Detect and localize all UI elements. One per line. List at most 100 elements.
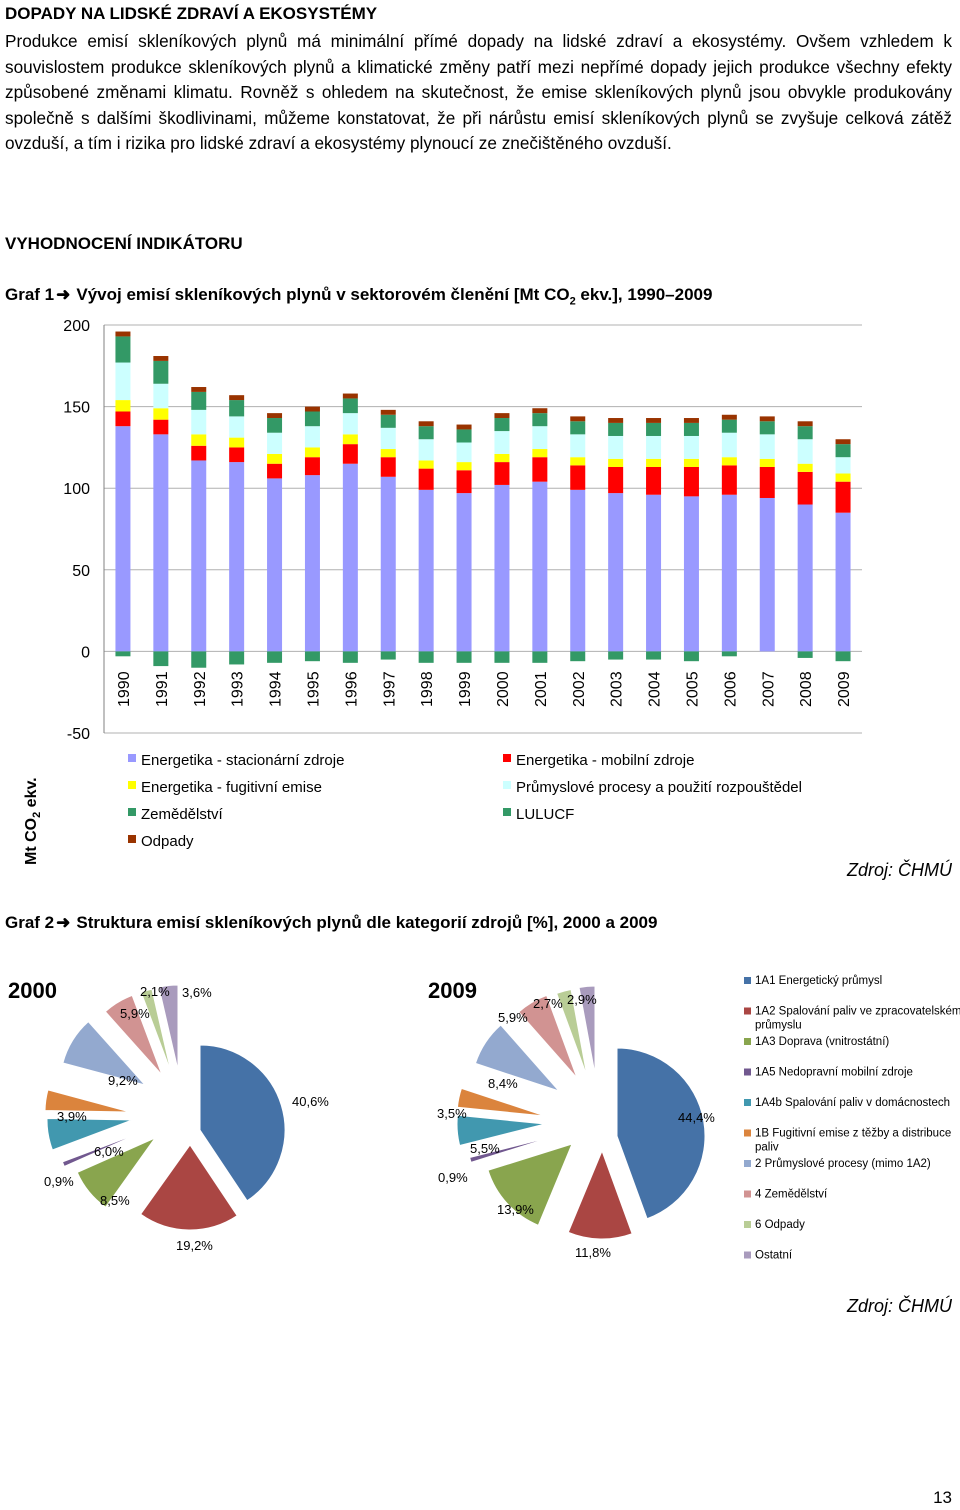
bar-segment xyxy=(267,413,283,419)
bar-segment xyxy=(683,466,699,497)
bar-segment xyxy=(191,409,207,435)
bar-segment xyxy=(418,439,434,461)
bar-segment xyxy=(115,651,131,657)
legend-label: Zemědělství xyxy=(141,806,224,823)
pie-2000-value-label: 6,0% xyxy=(94,1144,124,1159)
bar-segment xyxy=(342,463,358,652)
bar-segment xyxy=(418,651,434,663)
y-tick-label: 50 xyxy=(72,563,90,580)
graph2-title-text: Struktura emisí skleníkových plynů dle k… xyxy=(76,913,658,932)
pie-2000-slice xyxy=(44,1089,131,1113)
bar-segment xyxy=(115,400,131,412)
graph2-label: Graf 2 xyxy=(5,913,55,932)
bar-segment xyxy=(229,462,245,652)
pie-2009-slice xyxy=(487,1143,573,1226)
pie-2000-value-label: 5,9% xyxy=(120,1006,150,1021)
bar-segment xyxy=(608,466,624,494)
bar-segment xyxy=(267,432,283,454)
graph1-title-sub: 2 xyxy=(569,295,576,308)
bar-segment xyxy=(418,421,434,427)
bar-segment xyxy=(115,336,131,363)
bar-segment xyxy=(229,651,245,665)
bar-segment xyxy=(797,651,813,658)
pie-2000-value-label: 0,9% xyxy=(44,1174,74,1189)
bar-segment xyxy=(418,460,434,469)
bar-segment xyxy=(229,395,245,401)
bar-segment xyxy=(191,434,207,446)
pie-legend-label: 1A3 Doprava (vnitrostátní) xyxy=(755,1036,889,1048)
y-tick-label: 150 xyxy=(63,400,90,417)
bar-segment xyxy=(342,413,358,435)
bar-segment xyxy=(153,356,169,361)
pie-2009-slice xyxy=(456,1114,546,1147)
bar-segment xyxy=(797,426,813,440)
pie-legend-label: 1A4b Spalování paliv v domácnostech xyxy=(755,1097,950,1109)
bar-segment xyxy=(532,481,548,652)
pie-2009-value-label: 8,4% xyxy=(488,1076,518,1091)
bar-segment xyxy=(683,435,699,459)
pie-legend-swatch xyxy=(744,1129,751,1137)
pie-legend-swatch xyxy=(744,1221,751,1228)
section-title-evaluation: VYHODNOCENÍ INDIKÁTORU xyxy=(5,234,243,253)
pie-legend-label: 2 Průmyslové procesy (mimo 1A2) xyxy=(755,1158,931,1170)
legend-swatch xyxy=(128,781,136,789)
bar-segment xyxy=(380,427,396,450)
pie-2009-value-label: 0,9% xyxy=(438,1170,468,1185)
pie-2009-slice xyxy=(456,1087,546,1117)
pie-2009-value-label: 3,5% xyxy=(437,1106,467,1121)
bar-segment xyxy=(570,434,586,458)
bar-segment xyxy=(797,463,813,472)
pie-2000-value-label: 2,1% xyxy=(140,984,170,999)
arrow-right-icon: ➜ xyxy=(56,913,71,932)
bar-segment xyxy=(797,471,813,505)
pie-legend-swatch xyxy=(744,1251,751,1259)
section-title: DOPADY NA LIDSKÉ ZDRAVÍ A EKOSYSTÉMY xyxy=(5,4,378,23)
pie-2000-slice xyxy=(61,1131,143,1168)
legend-swatch xyxy=(503,754,511,762)
bar-segment xyxy=(456,651,472,663)
bar-segment xyxy=(646,458,662,467)
bar-segment xyxy=(191,445,207,461)
bar-segment xyxy=(683,422,699,436)
y-tick-label: 200 xyxy=(63,318,90,335)
bar-segment xyxy=(608,435,624,459)
x-tick-label: 2001 xyxy=(533,671,550,707)
pie-2009-slice xyxy=(578,985,596,1075)
legend-swatch xyxy=(128,808,136,816)
bar-segment xyxy=(115,411,131,427)
bar-segment xyxy=(570,651,586,662)
pie-legend-label: Ostatní xyxy=(755,1250,793,1262)
legend-label: Průmyslové procesy a použití rozpouštěde… xyxy=(516,779,802,796)
bar-segment xyxy=(835,512,851,652)
pie-2000-slice xyxy=(46,1118,133,1151)
page-number: 13 xyxy=(933,1488,952,1507)
bar-segment xyxy=(608,458,624,467)
bar-segment xyxy=(532,449,548,458)
pie-legend-swatch xyxy=(744,1190,751,1198)
pie-legend-label: 1A1 Energetický průmysl xyxy=(755,975,882,987)
bar-segment xyxy=(153,408,169,420)
pie-2009-slice xyxy=(616,1047,706,1220)
emissions-bar-chart: Mt CO2 ekv. -50 0 50 100 150 200 1990 1991 1992… xyxy=(23,318,862,865)
arrow-right-icon: ➜ xyxy=(56,285,71,304)
bar-segment xyxy=(456,429,472,443)
pie-2000-slice xyxy=(76,1136,157,1208)
bar-segment xyxy=(153,383,169,409)
y-tick-label: -50 xyxy=(67,726,90,743)
bar-segment xyxy=(532,457,548,482)
pie-legend-label: 4 Zemědělství xyxy=(755,1189,828,1201)
bar-segment xyxy=(570,421,586,435)
bar-segment xyxy=(494,453,510,463)
x-tick-label: 1993 xyxy=(230,671,247,707)
bar-segment xyxy=(456,442,472,463)
x-tick-label: 1999 xyxy=(457,671,474,707)
legend-swatch xyxy=(503,808,511,816)
pie-legend-swatch xyxy=(744,1160,751,1167)
pie-2000-value-label: 9,2% xyxy=(108,1073,138,1088)
bar-segment xyxy=(835,481,851,513)
intro-paragraph: Produkce emisí skleníkových plynů má min… xyxy=(5,31,952,154)
pie-2009-value-label: 44,4% xyxy=(678,1110,715,1125)
pie-2009-slice xyxy=(556,988,588,1077)
bar-segment xyxy=(229,400,245,417)
bar-segment xyxy=(153,434,169,652)
